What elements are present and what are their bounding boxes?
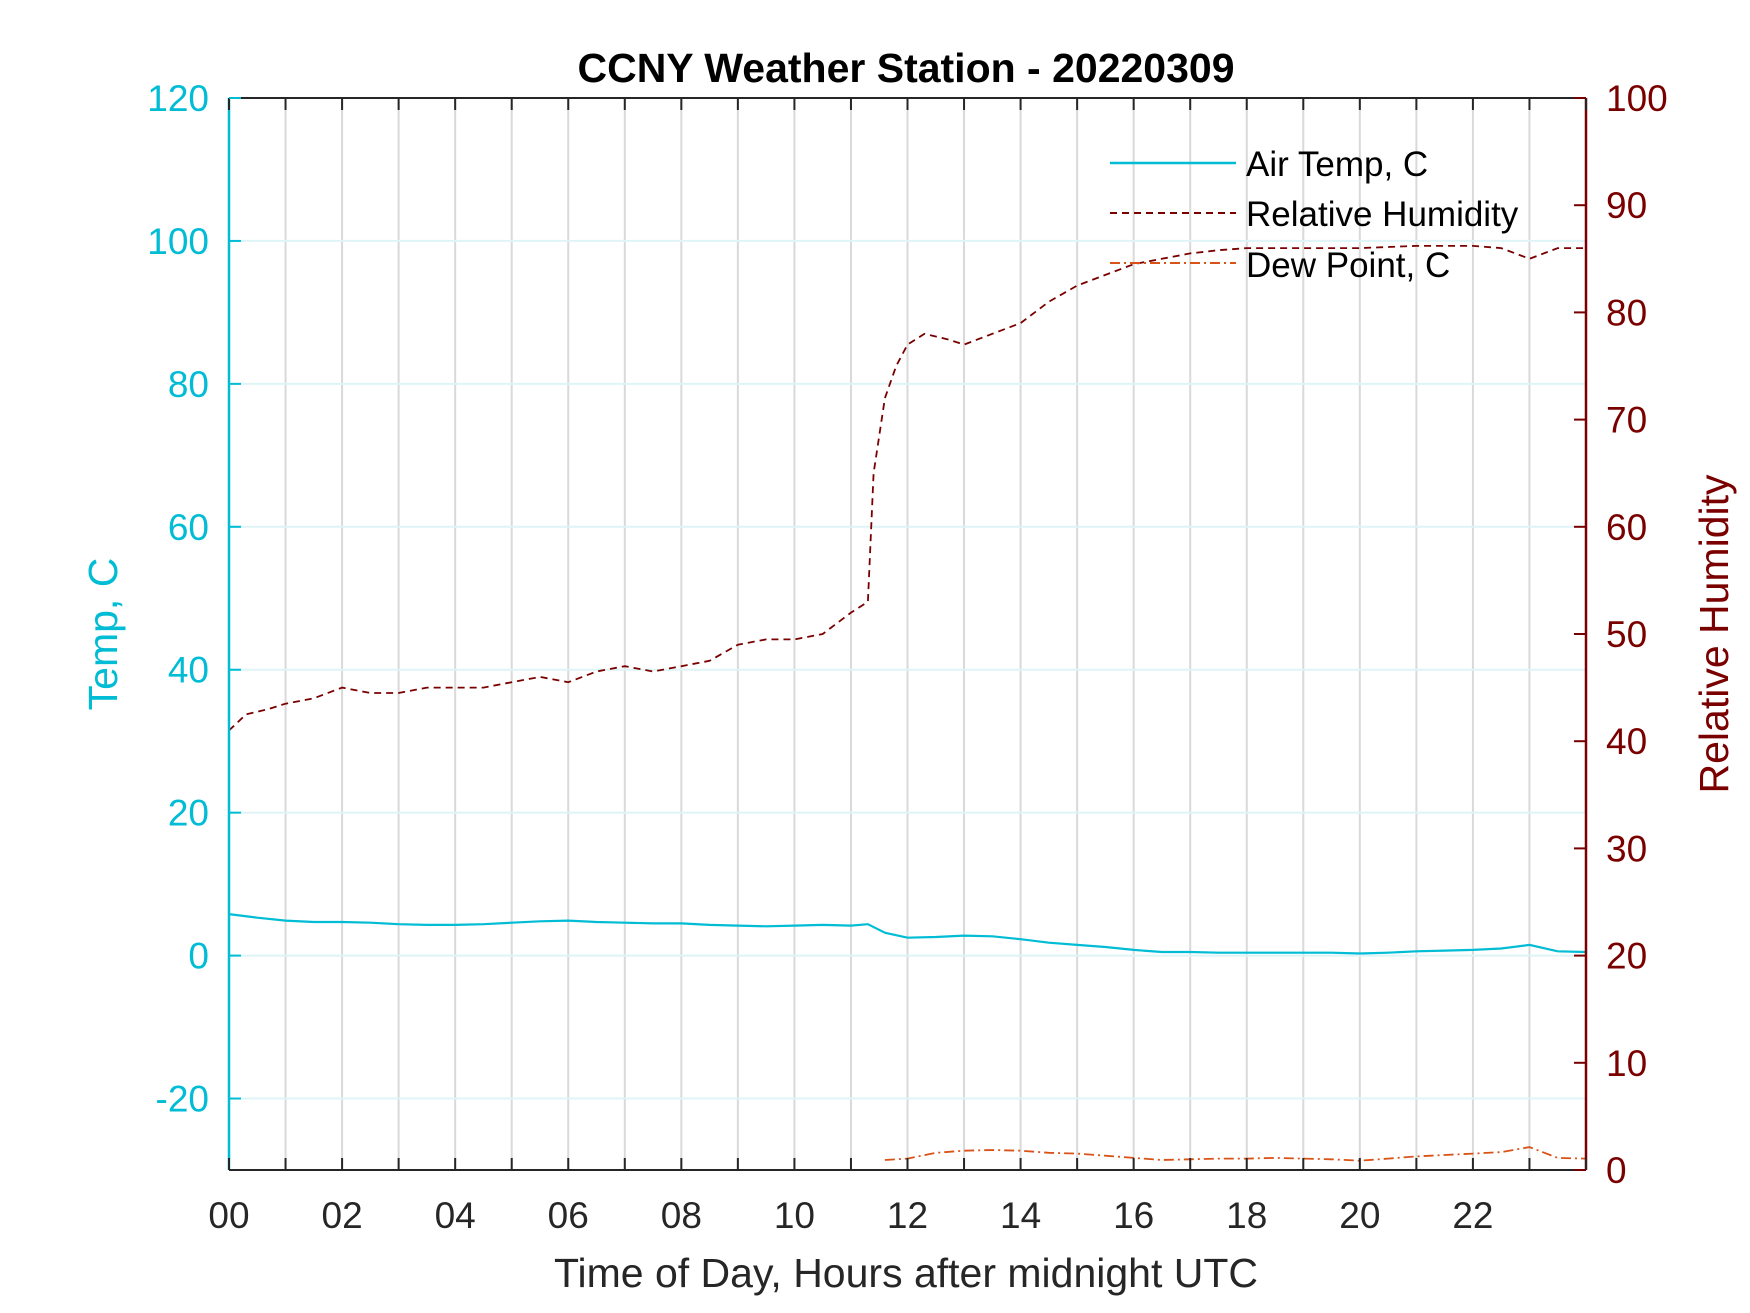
legend-label-air-temp: Air Temp, C (1246, 145, 1428, 184)
tick-labels: 00 02 04 06 08 10 12 14 16 18 20 22-200204060801001… (147, 78, 1667, 1236)
right-tick-label: 60 (1606, 507, 1647, 548)
right-tick-label: 50 (1606, 614, 1647, 655)
left-tick-label: -20 (156, 1079, 209, 1120)
x-tick-label: 10 (774, 1195, 815, 1236)
right-tick-label: 90 (1606, 185, 1647, 226)
grid-lines (229, 98, 1586, 1170)
x-tick-label: 20 (1339, 1195, 1380, 1236)
series-line-air-temp-c (228, 913, 1587, 955)
x-tick-label: 22 (1452, 1195, 1493, 1236)
x-tick-label: 04 (435, 1195, 476, 1236)
right-axis-title: Relative Humidity (1691, 474, 1737, 793)
legend-label-relative-humidity: Relative Humidity (1246, 195, 1519, 234)
x-axis-title: Time of Day, Hours after midnight UTC (554, 1250, 1258, 1296)
data-series (228, 244, 1587, 1162)
right-tick-label: 70 (1606, 400, 1647, 441)
right-tick-label: 20 (1606, 936, 1647, 977)
series-line-dew-point-c (884, 1146, 1587, 1162)
left-tick-label: 120 (147, 78, 209, 119)
x-tick-label: 06 (548, 1195, 589, 1236)
x-tick-label: 08 (661, 1195, 702, 1236)
x-tick-label: 16 (1113, 1195, 1154, 1236)
series-line-relative-humidity (228, 244, 1586, 732)
legend-label-dew-point: Dew Point, C (1246, 246, 1450, 285)
right-tick-label: 10 (1606, 1043, 1647, 1084)
left-axis-title: Temp, C (80, 558, 126, 711)
x-tick-label: 00 (208, 1195, 249, 1236)
right-tick-label: 80 (1606, 292, 1647, 333)
right-tick-label: 100 (1606, 78, 1668, 119)
left-tick-label: 60 (168, 507, 209, 548)
x-tick-label: 12 (887, 1195, 928, 1236)
left-tick-label: 0 (188, 936, 209, 977)
x-tick-label: 18 (1226, 1195, 1267, 1236)
x-tick-label: 14 (1000, 1195, 1041, 1236)
chart-title: CCNY Weather Station - 20220309 (577, 45, 1234, 91)
axes (227, 97, 1588, 1171)
left-tick-label: 40 (168, 650, 209, 691)
left-tick-label: 100 (147, 221, 209, 262)
left-tick-label: 80 (168, 364, 209, 405)
x-tick-label: 02 (322, 1195, 363, 1236)
right-tick-label: 30 (1606, 828, 1647, 869)
right-tick-label: 40 (1606, 721, 1647, 762)
right-tick-label: 0 (1606, 1150, 1627, 1191)
legend: Air Temp, C Relative Humidity Dew Point,… (1110, 145, 1519, 285)
left-tick-label: 20 (168, 793, 209, 834)
